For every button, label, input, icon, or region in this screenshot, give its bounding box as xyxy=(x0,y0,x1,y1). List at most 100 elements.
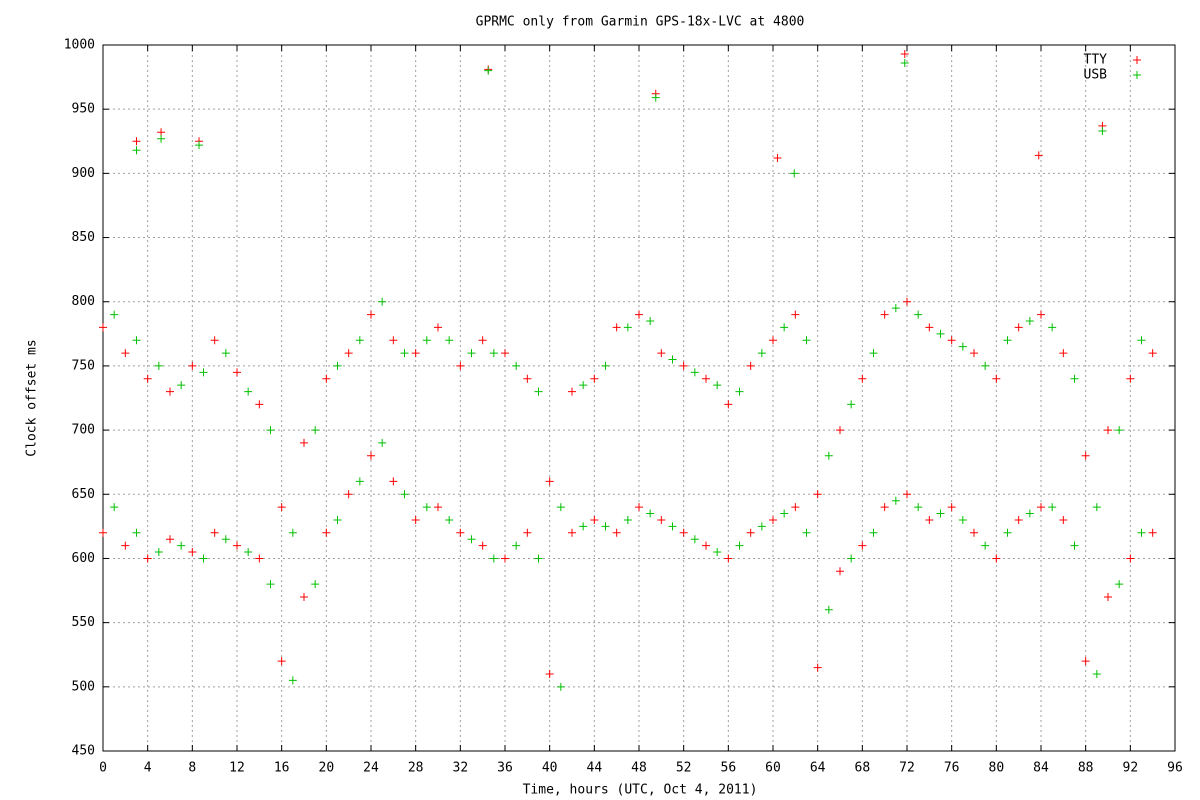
x-tick-label: 88 xyxy=(1078,761,1094,776)
point xyxy=(735,541,744,550)
point xyxy=(378,297,387,306)
point xyxy=(523,374,532,383)
x-tick-label: 16 xyxy=(274,761,290,776)
point xyxy=(646,316,655,325)
point xyxy=(668,355,677,364)
point xyxy=(880,310,889,319)
point xyxy=(925,515,934,524)
point xyxy=(713,381,722,390)
point xyxy=(166,535,174,544)
x-tick-label: 48 xyxy=(631,761,647,776)
point xyxy=(869,528,878,537)
point xyxy=(847,400,856,409)
point xyxy=(154,548,163,557)
point xyxy=(512,361,521,370)
x-tick-label: 40 xyxy=(542,761,558,776)
plot-border xyxy=(102,44,1176,752)
point xyxy=(277,657,286,666)
point xyxy=(601,522,610,531)
point xyxy=(210,336,219,345)
point xyxy=(914,503,923,512)
point xyxy=(757,349,766,358)
point xyxy=(657,515,666,524)
point xyxy=(288,528,297,537)
legend-marker xyxy=(1133,71,1141,79)
point xyxy=(221,349,230,358)
point xyxy=(757,522,766,531)
point xyxy=(601,361,610,370)
point xyxy=(467,535,476,544)
point xyxy=(958,515,967,524)
point xyxy=(1126,554,1135,563)
point xyxy=(501,349,509,358)
point xyxy=(790,169,799,178)
point xyxy=(456,361,465,370)
point xyxy=(556,682,565,691)
point xyxy=(344,490,353,499)
point xyxy=(769,515,777,524)
point xyxy=(1148,349,1157,358)
point xyxy=(199,554,208,563)
point xyxy=(378,438,387,447)
point xyxy=(702,541,710,550)
x-tick-label: 36 xyxy=(497,761,513,776)
x-tick-label: 92 xyxy=(1123,761,1139,776)
point xyxy=(99,528,107,537)
point xyxy=(568,387,576,396)
point xyxy=(1104,592,1112,601)
point xyxy=(947,503,956,512)
y-tick-label: 900 xyxy=(72,166,95,181)
point xyxy=(858,541,867,550)
point xyxy=(579,522,588,531)
point xyxy=(802,336,811,345)
point xyxy=(333,515,342,524)
point xyxy=(746,361,755,370)
chart-title: GPRMC only from Garmin GPS-18x-LVC at 48… xyxy=(476,15,805,30)
point xyxy=(177,381,186,390)
point xyxy=(635,503,643,512)
point xyxy=(367,310,375,319)
point xyxy=(1092,669,1101,678)
point xyxy=(422,503,431,512)
point xyxy=(311,580,320,589)
point xyxy=(166,387,174,396)
point xyxy=(791,503,800,512)
x-tick-label: 72 xyxy=(899,761,915,776)
point xyxy=(333,361,342,370)
point xyxy=(110,310,119,319)
y-tick-label: 1000 xyxy=(64,38,95,53)
y-tick-label: 800 xyxy=(72,294,95,309)
point xyxy=(1148,528,1157,537)
point xyxy=(1115,580,1124,589)
point xyxy=(157,134,166,143)
y-tick-label: 500 xyxy=(72,679,95,694)
point xyxy=(121,349,130,358)
point xyxy=(981,361,990,370)
point xyxy=(1070,541,1079,550)
point xyxy=(735,387,744,396)
point xyxy=(858,374,867,383)
point xyxy=(478,336,487,345)
point xyxy=(958,342,967,351)
x-tick-label: 80 xyxy=(989,761,1005,776)
point xyxy=(891,496,900,505)
point xyxy=(110,503,119,512)
y-tick-label: 850 xyxy=(72,230,95,245)
point xyxy=(1115,426,1124,435)
point xyxy=(824,605,833,614)
point xyxy=(434,323,442,332)
point xyxy=(780,323,789,332)
point xyxy=(266,426,275,435)
point xyxy=(1092,503,1101,512)
point xyxy=(489,349,498,358)
point xyxy=(769,336,777,345)
legend-label: USB xyxy=(1084,68,1108,83)
x-tick-label: 32 xyxy=(453,761,469,776)
point xyxy=(266,580,275,589)
point xyxy=(545,477,554,486)
point xyxy=(501,554,509,563)
point xyxy=(322,528,331,537)
point xyxy=(568,528,576,537)
point xyxy=(478,541,487,550)
point xyxy=(1014,515,1023,524)
